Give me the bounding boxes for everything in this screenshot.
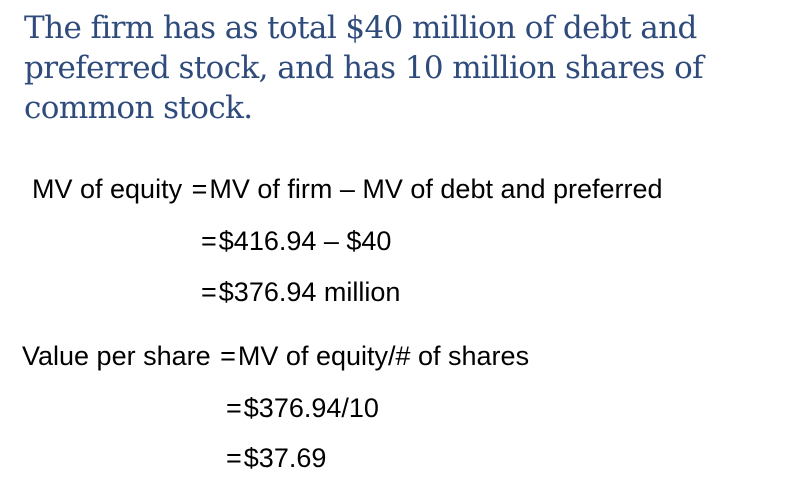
share-equation-line-1: Value per share =MV of equity/# of share… [22,340,529,372]
slide-title: The firm has as total $40 million of deb… [24,8,784,128]
equity-equation-line-1: MV of equity =MV of firm – MV of debt an… [32,173,663,205]
equals-sign: = [201,226,217,256]
equity-rhs-2: $416.94 – $40 [218,226,392,256]
title-line-3: common stock. [24,90,253,126]
share-equation-line-2: =$376.94/10 [224,392,379,424]
equity-rhs-1: MV of firm – MV of debt and preferred [209,174,663,204]
title-line-1: The firm has as total $40 million of deb… [24,10,697,46]
equals-sign: = [226,443,242,473]
equity-equation-line-3: =$376.94 million [199,276,400,308]
title-line-2: preferred stock, and has 10 million shar… [24,50,704,86]
equity-lhs: MV of equity [32,174,183,204]
share-rhs-1: MV of equity/# of shares [237,341,530,371]
equity-equation-line-2: =$416.94 – $40 [199,225,391,257]
equals-sign: = [220,341,236,371]
share-rhs-3: $37.69 [243,443,327,473]
equals-sign: = [226,393,242,423]
equals-sign: = [201,277,217,307]
equals-sign: = [191,174,208,204]
share-lhs: Value per share [22,341,211,371]
share-equation-line-3: =$37.69 [224,442,326,474]
equity-rhs-3: $376.94 million [218,277,401,307]
share-rhs-2: $376.94/10 [243,393,379,423]
